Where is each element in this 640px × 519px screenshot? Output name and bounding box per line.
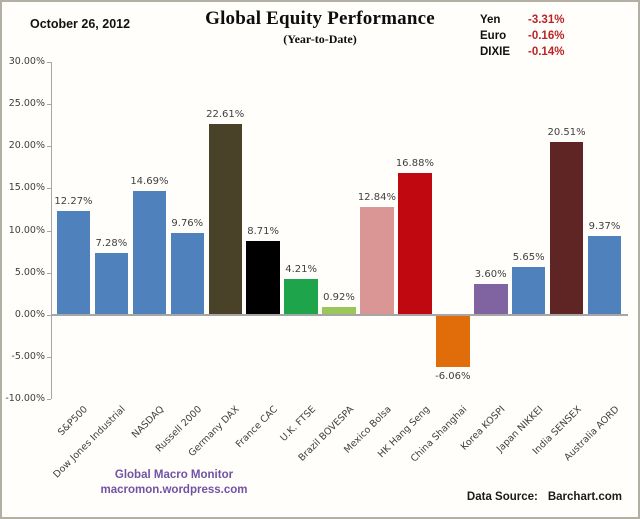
bar-value-label: 0.92%	[323, 292, 355, 303]
bar-value-label: 16.88%	[395, 157, 434, 169]
y-axis-tick	[47, 104, 51, 106]
y-axis-tick	[47, 62, 51, 63]
bar-value-label: 8.71%	[247, 226, 279, 238]
y-axis-tick-label: 30.00%	[8, 56, 45, 67]
y-axis-tick-label: -10.00%	[5, 393, 45, 404]
y-axis-tick	[47, 188, 51, 190]
fx-label: DIXIE	[480, 46, 511, 58]
y-axis-tick-label: 15.00%	[8, 182, 45, 194]
bar-value-label: 7.28%	[95, 238, 128, 250]
y-axis-tick	[47, 230, 51, 232]
bar-value-label: 9.76%	[171, 217, 204, 229]
fx-value: -3.31%	[528, 14, 565, 26]
bar	[246, 241, 280, 315]
y-axis-tick-label: 20.00%	[8, 140, 45, 152]
bar	[398, 172, 432, 315]
bar	[549, 142, 584, 315]
bar	[94, 253, 129, 315]
bar	[208, 124, 242, 315]
title-block: Global Equity Performance (Year-to-Date)	[170, 8, 470, 47]
bar	[474, 284, 508, 315]
bar	[436, 315, 470, 367]
y-axis-tick	[47, 146, 51, 148]
data-source: Data Source: Barchart.com	[467, 491, 622, 503]
y-axis-tick	[47, 356, 51, 358]
bar-value-label: 12.84%	[357, 191, 396, 203]
fx-label: Euro	[480, 30, 507, 42]
bar-value-label: 20.51%	[547, 127, 586, 138]
bar	[170, 232, 204, 315]
data-source-label: Data Source:	[466, 491, 538, 503]
fx-row: Euro -0.16%	[480, 28, 564, 44]
brand-credit: Global Macro Monitor macromon.wordpress.…	[60, 468, 288, 498]
brand-url: macromon.wordpress.com	[100, 484, 248, 496]
bar	[587, 235, 622, 315]
fx-value: -0.14%	[528, 46, 565, 58]
x-axis-label: NASDAQ	[129, 404, 167, 441]
fx-row: DIXIE -0.14%	[480, 44, 564, 60]
y-axis-tick-label: 10.00%	[8, 224, 45, 236]
bar-value-label: 14.69%	[130, 176, 169, 187]
bar	[322, 307, 356, 315]
bar-value-label: 12.27%	[54, 196, 93, 208]
zero-baseline	[51, 314, 628, 316]
x-axis-label: U.K. FTSE	[278, 404, 318, 444]
fx-row: Yen -3.31%	[480, 12, 564, 28]
y-axis-tick	[47, 314, 51, 316]
y-axis-tick	[47, 272, 51, 274]
bar-value-label: 5.65%	[512, 252, 545, 264]
bar	[360, 206, 394, 315]
chart-title: Global Equity Performance	[205, 8, 435, 29]
y-axis-line	[51, 62, 52, 399]
bar	[132, 191, 167, 315]
bar	[56, 211, 91, 315]
x-axis-label: S&P500	[56, 404, 91, 439]
chart-subtitle: (Year-to-Date)	[283, 32, 357, 46]
y-axis-tick-label: -5.00%	[11, 350, 45, 362]
data-source-value: Barchart.com	[547, 491, 622, 503]
report-date: October 26, 2012	[30, 17, 131, 31]
brand-name: Global Macro Monitor	[114, 469, 234, 481]
bar-value-label: 3.60%	[474, 269, 507, 281]
fx-performance-panel: Yen -3.31% Euro -0.16% DIXIE -0.14%	[480, 12, 564, 60]
fx-value: -0.16%	[528, 30, 565, 42]
bar	[284, 279, 318, 315]
bar-value-label: 22.61%	[206, 109, 245, 121]
y-axis-tick	[47, 399, 51, 400]
bar-value-label: -6.06%	[435, 370, 471, 382]
fx-label: Yen	[480, 14, 501, 26]
y-axis-tick-label: 5.00%	[14, 266, 45, 278]
y-axis-tick-label: 25.00%	[8, 98, 45, 110]
y-axis-tick-label: 0.00%	[14, 308, 45, 320]
bar	[511, 267, 546, 315]
bar-value-label: 9.37%	[588, 220, 621, 232]
bar-value-label: 4.21%	[285, 264, 317, 276]
